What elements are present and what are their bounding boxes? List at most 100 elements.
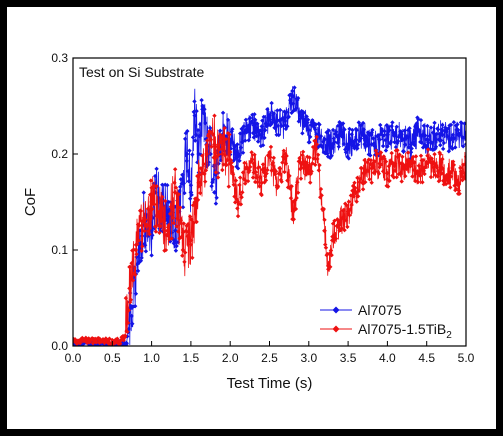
data-point xyxy=(432,161,437,166)
chart-annotation: Test on Si Substrate xyxy=(79,64,205,80)
legend-label-al7075-tib2: Al7075-1.5TiB2 xyxy=(358,321,452,341)
data-point xyxy=(400,137,406,142)
data-point xyxy=(345,142,351,147)
data-point xyxy=(200,103,206,109)
data-point xyxy=(282,122,288,128)
data-point xyxy=(86,337,92,343)
series-markers xyxy=(73,113,466,346)
data-point xyxy=(212,190,217,195)
figure-panel: 0.0 0.5 1.0 1.5 2.0 2.5 3.0 3.5 4.0 4.5 5.0 0.0 0.1 0… xyxy=(7,7,496,429)
x-tick-label: 1.5 xyxy=(183,351,200,365)
data-point xyxy=(298,113,304,118)
data-point xyxy=(137,247,143,253)
x-tick-label: 0.5 xyxy=(104,351,121,365)
series-layer xyxy=(73,85,466,346)
data-point xyxy=(192,113,198,118)
data-point xyxy=(149,228,154,234)
data-point xyxy=(259,132,265,138)
data-point xyxy=(369,166,375,171)
data-point xyxy=(141,218,147,224)
data-point xyxy=(227,161,233,166)
data-point xyxy=(385,170,390,176)
data-point xyxy=(117,338,123,344)
data-point xyxy=(369,142,375,147)
data-point xyxy=(282,151,288,157)
data-point xyxy=(196,180,202,186)
data-point xyxy=(129,305,135,310)
data-point xyxy=(267,151,272,157)
data-point xyxy=(424,161,430,166)
data-point xyxy=(208,151,213,157)
data-point xyxy=(329,238,335,243)
series-al7075-tib2 xyxy=(73,113,466,346)
x-tick-label: 0.0 xyxy=(65,351,82,365)
data-point xyxy=(306,127,312,133)
data-point xyxy=(188,238,194,243)
x-tick-label: 4.5 xyxy=(418,351,435,365)
data-point xyxy=(337,218,343,224)
data-point xyxy=(326,266,331,272)
data-point xyxy=(392,161,398,166)
data-point xyxy=(259,180,265,186)
data-point xyxy=(204,151,210,157)
data-point xyxy=(314,142,320,147)
data-point xyxy=(455,132,461,138)
data-point xyxy=(219,151,225,157)
data-point xyxy=(251,161,257,166)
x-tick-label: 3.5 xyxy=(340,351,357,365)
data-point xyxy=(322,137,327,142)
tick-layer: 0.0 0.5 1.0 1.5 2.0 2.5 3.0 3.5 4.0 4.5 5.0 0.0 0.1 0… xyxy=(51,51,474,365)
data-point xyxy=(243,127,249,133)
data-point xyxy=(102,338,107,344)
data-point xyxy=(122,334,128,339)
data-point xyxy=(127,286,132,291)
data-point xyxy=(447,170,453,176)
data-point xyxy=(212,142,217,147)
data-point xyxy=(235,151,241,157)
data-point xyxy=(329,142,335,147)
legend-marker-al7075 xyxy=(332,306,340,314)
data-point xyxy=(440,166,445,171)
data-point xyxy=(306,170,312,176)
data-point xyxy=(274,118,280,123)
data-point xyxy=(184,151,190,157)
data-point xyxy=(377,137,382,142)
x-axis-label: Test Time (s) xyxy=(227,375,313,392)
data-point xyxy=(377,161,382,166)
data-point xyxy=(416,170,422,176)
x-tick-label: 3.0 xyxy=(300,351,317,365)
data-point xyxy=(124,340,129,346)
y-tick-label: 0.0 xyxy=(51,339,68,353)
data-point xyxy=(416,127,422,133)
data-point xyxy=(392,132,398,138)
data-point xyxy=(432,132,437,138)
y-tick-label: 0.2 xyxy=(51,147,68,161)
y-tick-label: 0.1 xyxy=(51,243,68,257)
data-point xyxy=(361,170,367,176)
data-point xyxy=(251,122,257,128)
legend: Al7075 Al7075-1.5TiB2 xyxy=(320,302,452,341)
x-tick-label: 2.0 xyxy=(222,351,239,365)
y-tick-label: 0.3 xyxy=(51,51,68,65)
data-point xyxy=(267,113,272,118)
data-point xyxy=(353,137,359,142)
data-point xyxy=(400,166,406,171)
data-point xyxy=(172,190,178,195)
x-tick-label: 4.0 xyxy=(379,351,396,365)
data-point xyxy=(180,180,186,186)
data-point xyxy=(337,132,343,138)
data-point xyxy=(243,166,249,171)
x-tick-label: 2.5 xyxy=(261,351,278,365)
data-point xyxy=(455,180,461,186)
data-point xyxy=(424,137,430,142)
x-tick-label: 1.0 xyxy=(143,351,160,365)
data-point xyxy=(164,209,170,214)
data-point xyxy=(235,199,241,205)
data-point xyxy=(188,190,194,195)
data-point xyxy=(322,228,327,234)
cof-chart: 0.0 0.5 1.0 1.5 2.0 2.5 3.0 3.5 4.0 4.5 5.0 0.0 0.1 0… xyxy=(7,7,496,429)
data-point xyxy=(290,94,296,99)
data-point xyxy=(157,209,162,214)
y-axis-label: CoF xyxy=(22,188,39,216)
legend-marker-al7075-tib2 xyxy=(332,325,340,333)
